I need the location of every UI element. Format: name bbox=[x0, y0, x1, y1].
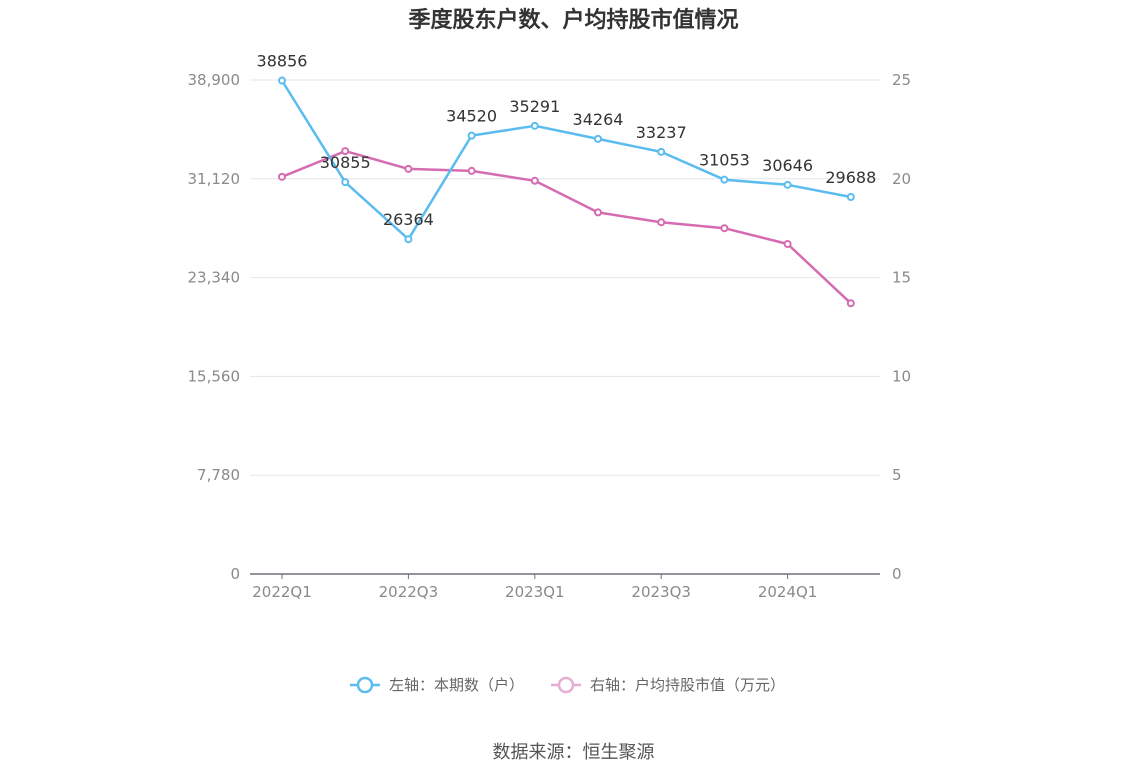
legend-marker-icon bbox=[356, 676, 374, 694]
data-point bbox=[720, 224, 729, 233]
legend[interactable]: 左轴：本期数（户） 右轴：户均持股市值（万元） bbox=[350, 676, 785, 694]
data-point bbox=[404, 164, 413, 173]
series-left bbox=[278, 76, 855, 244]
data-label: 30646 bbox=[762, 156, 813, 175]
y-right-tick-label: 5 bbox=[892, 466, 902, 484]
data-point bbox=[657, 218, 666, 227]
y-right-tick-label: 15 bbox=[892, 269, 911, 287]
y-left-tick-label: 31,120 bbox=[188, 170, 241, 188]
y-left-tick-label: 0 bbox=[230, 565, 240, 583]
data-label: 35291 bbox=[509, 97, 560, 116]
data-point bbox=[783, 240, 792, 249]
source-note: 数据来源：恒生聚源 bbox=[492, 742, 655, 763]
data-labels: 38856 30855 26364 34520 35291 34264 33237 31053… bbox=[257, 52, 877, 230]
data-point bbox=[657, 147, 666, 156]
x-tick-label: 2023Q1 bbox=[505, 583, 565, 601]
data-point bbox=[404, 235, 413, 244]
axes: 0 0 7,780 5 15,560 10 23,340 15 31,120 20 38,900 25… bbox=[188, 71, 912, 601]
y-left-tick-label: 7,780 bbox=[197, 466, 240, 484]
legend-label: 左轴：本期数（户） bbox=[389, 676, 524, 694]
data-point bbox=[467, 166, 476, 175]
data-label: 29688 bbox=[825, 168, 876, 187]
x-tick-label: 2024Q1 bbox=[758, 583, 818, 601]
data-point bbox=[530, 121, 539, 130]
data-label: 34264 bbox=[573, 110, 624, 129]
data-label: 34520 bbox=[446, 107, 497, 126]
legend-marker-icon bbox=[557, 676, 575, 694]
x-tick-label: 2022Q3 bbox=[379, 583, 439, 601]
y-right-tick-label: 10 bbox=[892, 367, 911, 385]
legend-item-right-axis[interactable]: 右轴：户均持股市值（万元） bbox=[551, 676, 785, 694]
legend-label: 右轴：户均持股市值（万元） bbox=[590, 676, 785, 694]
data-point bbox=[278, 76, 286, 85]
y-right-tick-label: 25 bbox=[892, 71, 911, 89]
y-left-tick-label: 23,340 bbox=[188, 269, 241, 287]
data-point bbox=[594, 134, 602, 143]
grid-lines bbox=[250, 79, 880, 476]
data-label: 26364 bbox=[383, 210, 434, 229]
y-right-tick-label: 20 bbox=[892, 170, 911, 188]
series-lines bbox=[278, 76, 855, 308]
data-label: 33237 bbox=[636, 123, 687, 142]
y-left-tick-label: 15,560 bbox=[188, 367, 241, 385]
data-label: 30855 bbox=[320, 153, 371, 172]
data-point bbox=[846, 299, 855, 308]
series-line bbox=[280, 79, 852, 241]
x-tick-label: 2022Q1 bbox=[252, 583, 312, 601]
chart-title: 季度股东户数、户均持股市值情况 bbox=[408, 8, 739, 33]
data-point bbox=[720, 175, 729, 184]
x-tick-label: 2023Q3 bbox=[631, 583, 691, 601]
data-label: 31053 bbox=[699, 151, 750, 170]
y-right-tick-label: 0 bbox=[892, 565, 902, 583]
data-point bbox=[594, 208, 602, 217]
data-point bbox=[783, 180, 792, 189]
data-label: 38856 bbox=[257, 52, 308, 71]
data-point bbox=[341, 178, 350, 187]
y-left-tick-label: 38,900 bbox=[188, 71, 241, 89]
data-point bbox=[467, 131, 476, 140]
data-point bbox=[278, 172, 286, 181]
data-point bbox=[846, 192, 855, 201]
data-point bbox=[530, 176, 539, 185]
legend-item-left-axis[interactable]: 左轴：本期数（户） bbox=[350, 676, 524, 694]
data-point bbox=[341, 147, 350, 156]
series-line bbox=[281, 149, 852, 305]
series-right bbox=[278, 147, 855, 308]
